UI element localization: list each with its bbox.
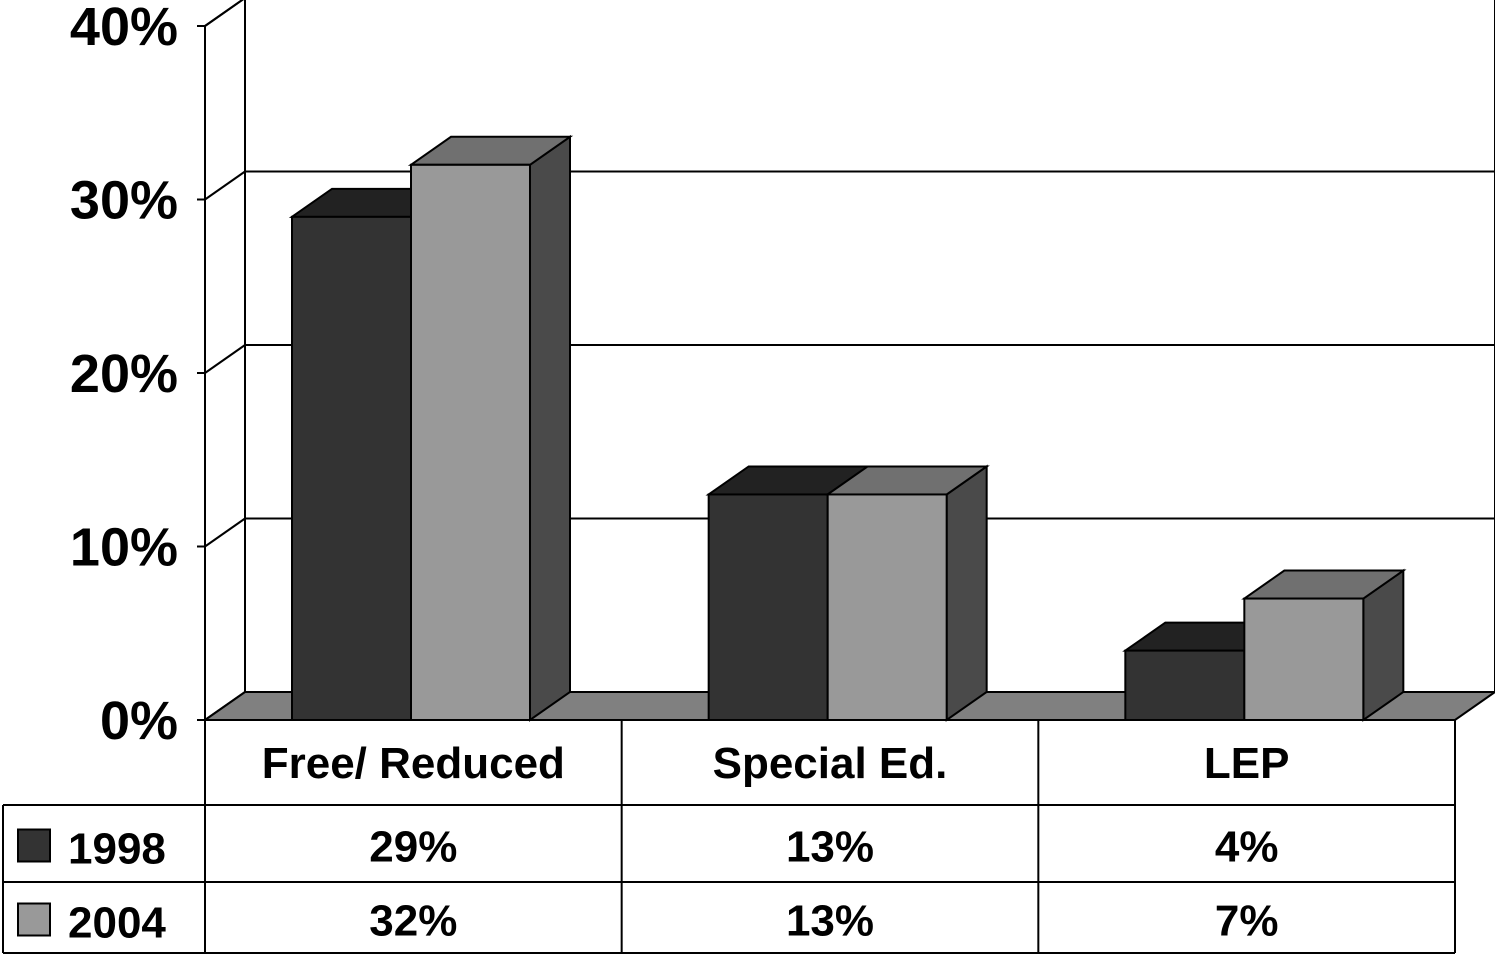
bar-front: [826, 493, 948, 722]
data-value-label: 29%: [369, 823, 457, 872]
data-value-label: 7%: [1215, 897, 1279, 946]
legend-swatch: [17, 828, 51, 863]
bar-2004-1: [824, 464, 990, 722]
bar-2004-2: [1241, 568, 1407, 722]
legend-swatch: [17, 902, 51, 937]
data-value-label: 13%: [786, 823, 874, 872]
y-tick-label: 0%: [100, 691, 178, 751]
data-table: Free/ Reduced Special Ed. LEP 1998 29% 13% 4% 2…: [2, 720, 1456, 954]
y-axis: 0% 10% 20% 30% 40%: [70, 0, 206, 751]
bar-front: [410, 163, 531, 722]
data-value-label: 4%: [1215, 823, 1279, 872]
bar-front: [1243, 597, 1365, 721]
bar-1998-0: [288, 187, 455, 721]
gridline-side: [204, 344, 246, 374]
bar-front: [291, 215, 412, 721]
bar-2004-0: [407, 134, 574, 722]
y-tick-label: 30%: [70, 171, 178, 231]
bar-front: [707, 493, 829, 722]
bar-side: [529, 134, 571, 722]
data-value-label: 13%: [786, 897, 874, 946]
legend-label: 2004: [68, 899, 166, 948]
gridline-side: [204, 170, 246, 201]
data-value-label: 32%: [369, 897, 457, 946]
bar-front: [1124, 649, 1246, 721]
category-label: Special Ed.: [713, 739, 948, 788]
y-tick-label: 40%: [70, 0, 178, 57]
category-label: Free/ Reduced: [262, 739, 565, 788]
bars: [288, 134, 1407, 722]
gridline-side: [204, 0, 244, 27]
category-label: LEP: [1204, 739, 1290, 788]
y-tick-label: 10%: [70, 518, 178, 578]
bar-side: [945, 464, 988, 722]
y-tick-label: 20%: [70, 344, 178, 404]
gridline-side: [204, 517, 246, 548]
legend-label: 1998: [68, 825, 166, 874]
